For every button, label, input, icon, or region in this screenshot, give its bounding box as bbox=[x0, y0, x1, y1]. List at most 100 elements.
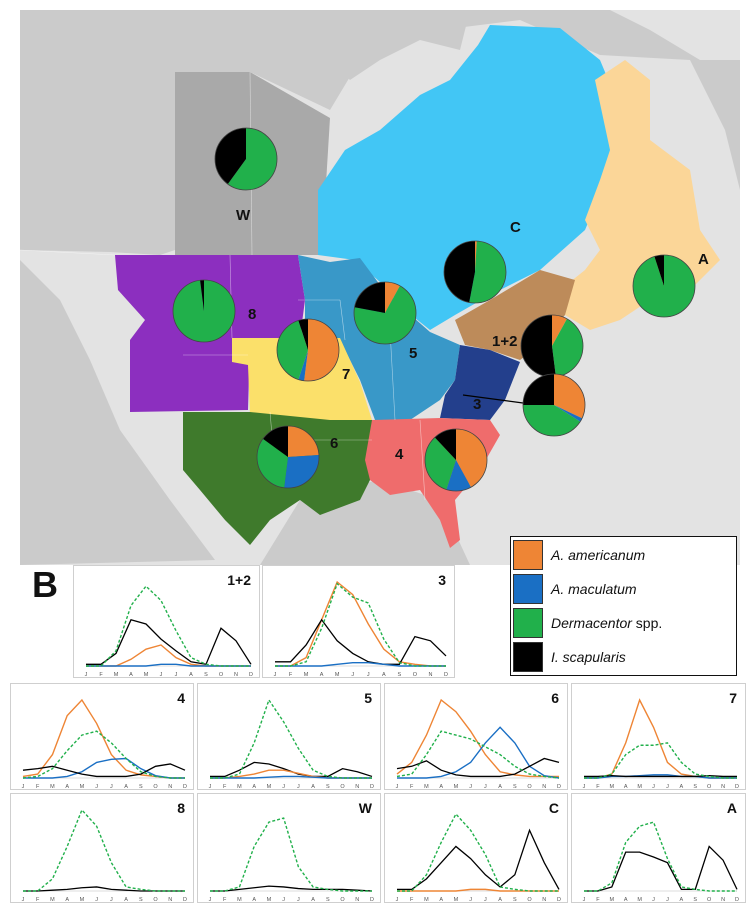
month-tick-label: M bbox=[50, 784, 55, 790]
month-tick-label: D bbox=[735, 784, 739, 790]
month-tick-label: N bbox=[234, 672, 238, 678]
month-tick-label: A bbox=[124, 784, 128, 790]
month-tick-label: A bbox=[252, 784, 256, 790]
month-tick-label: A bbox=[680, 897, 684, 903]
month-tick-label: J bbox=[282, 784, 285, 790]
month-tick-label: M bbox=[424, 897, 429, 903]
series-line-maculatum bbox=[275, 661, 446, 667]
series-line-americanum bbox=[275, 580, 446, 667]
series-line-dermacentor bbox=[23, 808, 185, 892]
month-tick-label: A bbox=[382, 672, 386, 678]
series-line-scapularis bbox=[22, 763, 186, 778]
region-label-5: 5 bbox=[409, 345, 418, 362]
month-tick-label: A bbox=[624, 784, 628, 790]
legend-item-americanum: A. americanum bbox=[513, 539, 645, 571]
month-tick-label: S bbox=[693, 897, 697, 903]
month-tick-label: O bbox=[707, 784, 712, 790]
line-panel-title: 6 bbox=[551, 690, 559, 706]
region-map bbox=[20, 10, 740, 565]
region-label-7: 7 bbox=[342, 366, 351, 383]
month-tick-label: M bbox=[237, 784, 242, 790]
month-tick-label: N bbox=[355, 897, 359, 903]
month-tick-label: A bbox=[252, 897, 256, 903]
pie-4 bbox=[424, 428, 488, 492]
line-panel-w: W J F M A M J J A S O N D bbox=[197, 793, 381, 903]
month-tick-label: A bbox=[189, 672, 193, 678]
legend-swatch-americanum bbox=[513, 540, 543, 570]
series-line-americanum bbox=[396, 698, 559, 778]
month-tick-label: S bbox=[693, 784, 697, 790]
line-panel-4: 4 J F M A M J J A S O N D bbox=[10, 683, 194, 790]
region-c bbox=[318, 25, 625, 330]
series-line-dermacentor bbox=[210, 817, 372, 892]
month-tick-label: N bbox=[168, 784, 172, 790]
month-tick-label: F bbox=[289, 672, 293, 678]
month-tick-label: J bbox=[666, 784, 669, 790]
month-tick-label: J bbox=[95, 784, 98, 790]
month-tick-label: J bbox=[469, 784, 472, 790]
line-panel-7: 7 J F M A M J J A S O N D bbox=[571, 683, 746, 790]
month-tick-label: J bbox=[160, 672, 163, 678]
region-label-c: C bbox=[510, 219, 521, 236]
month-tick-label: D bbox=[249, 672, 253, 678]
region-3-pointer bbox=[462, 394, 524, 404]
pie-outline bbox=[443, 240, 507, 304]
month-tick-label: M bbox=[454, 897, 459, 903]
month-tick-label: A bbox=[311, 784, 315, 790]
pie-slice-scapularis bbox=[214, 128, 246, 185]
month-tick-label: D bbox=[183, 897, 187, 903]
month-tick-label: N bbox=[355, 784, 359, 790]
pie-slice-dermacentor bbox=[256, 438, 288, 488]
month-tick-label: N bbox=[721, 897, 725, 903]
legend-swatch-dermacentor bbox=[513, 608, 543, 638]
series-line-scapularis bbox=[275, 618, 447, 665]
series-line-dermacentor bbox=[22, 730, 185, 779]
month-tick-label: A bbox=[311, 897, 315, 903]
series-line-americanum bbox=[584, 698, 737, 779]
month-tick-label: M bbox=[144, 672, 149, 678]
month-tick-label: D bbox=[183, 784, 187, 790]
pie-outline bbox=[353, 281, 417, 345]
month-tick-label: J bbox=[396, 897, 399, 903]
pie-slice-americanum bbox=[385, 282, 400, 313]
pie-slice-dermacentor bbox=[552, 318, 583, 377]
series-line-dermacentor bbox=[210, 698, 372, 779]
pie-outline bbox=[214, 127, 278, 191]
series-line-dermacentor bbox=[397, 812, 559, 892]
month-tick-label: J bbox=[209, 784, 212, 790]
line-panel-title: 5 bbox=[364, 690, 372, 706]
line-panel-title: A bbox=[726, 800, 737, 816]
line-panel-3: 3 J F M A M J J A S O N D bbox=[262, 565, 455, 678]
pie-slice-maculatum bbox=[554, 405, 583, 422]
month-tick-label: O bbox=[707, 897, 712, 903]
legend-label-maculatum: A. maculatum bbox=[551, 581, 637, 597]
month-tick-label: O bbox=[340, 784, 345, 790]
legend-swatch-maculatum bbox=[513, 574, 543, 604]
line-panel-a: A J F M A M J J A S O N D bbox=[571, 793, 746, 903]
month-tick-label: J bbox=[351, 672, 354, 678]
line-panel-title: 7 bbox=[729, 690, 737, 706]
month-tick-label: M bbox=[80, 897, 85, 903]
series-line-americanum bbox=[22, 698, 185, 779]
series-line-dermacentor bbox=[584, 821, 737, 892]
month-tick-label: J bbox=[175, 672, 178, 678]
pie-slice-scapularis bbox=[298, 319, 308, 350]
pie-slice-scapularis bbox=[434, 429, 456, 460]
line-panel-title: 4 bbox=[177, 690, 185, 706]
pie-1-2 bbox=[520, 314, 584, 378]
pacific-coast bbox=[20, 260, 215, 565]
legend-label-dermacentor: Dermacentor bbox=[551, 615, 632, 631]
month-tick-label: M bbox=[237, 897, 242, 903]
legend-item-maculatum: A. maculatum bbox=[513, 573, 637, 605]
month-tick-label: J bbox=[396, 784, 399, 790]
hudson-bay bbox=[330, 10, 470, 80]
series-line-scapularis bbox=[396, 757, 560, 778]
pie-slice-scapularis bbox=[354, 282, 385, 313]
month-tick-label: N bbox=[542, 897, 546, 903]
